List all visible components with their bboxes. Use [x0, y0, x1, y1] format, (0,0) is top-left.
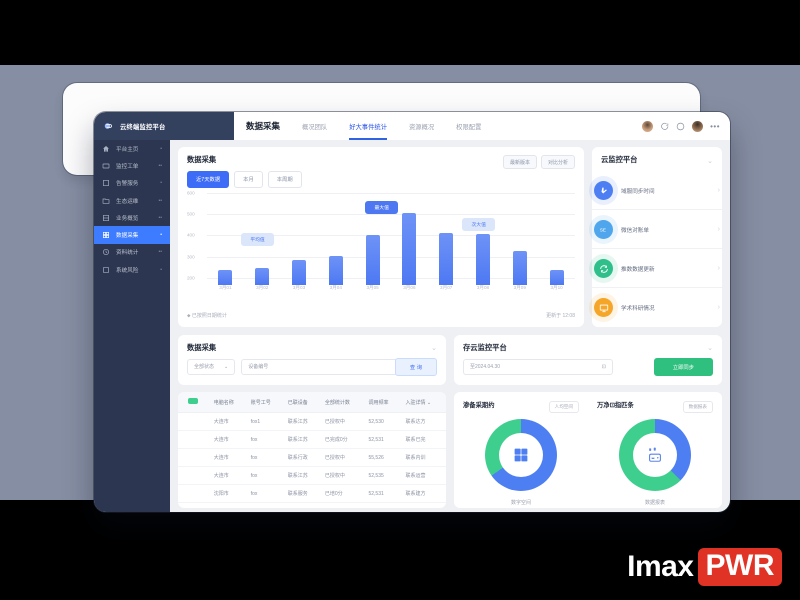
svg-text:SE: SE — [599, 227, 605, 232]
